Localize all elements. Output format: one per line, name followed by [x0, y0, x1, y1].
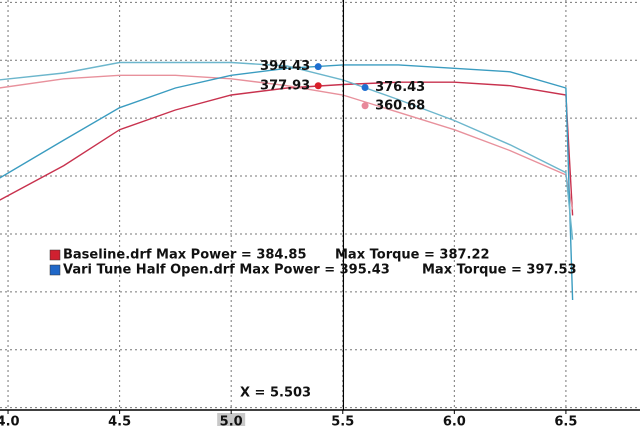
- legend-power: Vari Tune Half Open.drf Max Power = 395.…: [63, 263, 390, 278]
- marker: [314, 82, 322, 90]
- tick-highlight: [217, 413, 246, 426]
- x-tick-label: 4.0: [0, 415, 20, 426]
- x-tick-label: 6.0: [443, 415, 466, 426]
- series-line: [0, 74, 574, 210]
- marker-label: 377.93: [260, 78, 310, 93]
- cursor-label: X = 5.503: [240, 386, 311, 401]
- x-tick-label: 5.0: [220, 415, 243, 426]
- marker-label: 376.43: [375, 80, 425, 95]
- series-line: [0, 61, 574, 240]
- marker: [361, 102, 369, 110]
- legend-power: Baseline.drf Max Power = 384.85: [63, 248, 306, 263]
- x-tick-label: 6.5: [554, 415, 577, 426]
- legend-swatch: [49, 264, 61, 276]
- legend-swatch: [49, 249, 61, 261]
- marker: [361, 84, 369, 92]
- x-tick-label: 4.5: [108, 415, 131, 426]
- legend-torque: Max Torque = 387.22: [335, 248, 490, 263]
- marker-label: 360.68: [375, 98, 425, 113]
- legend-torque: Max Torque = 397.53: [422, 263, 577, 278]
- marker-label: 394.43: [260, 59, 310, 74]
- marker: [314, 63, 322, 71]
- x-tick-label: 5.5: [331, 415, 354, 426]
